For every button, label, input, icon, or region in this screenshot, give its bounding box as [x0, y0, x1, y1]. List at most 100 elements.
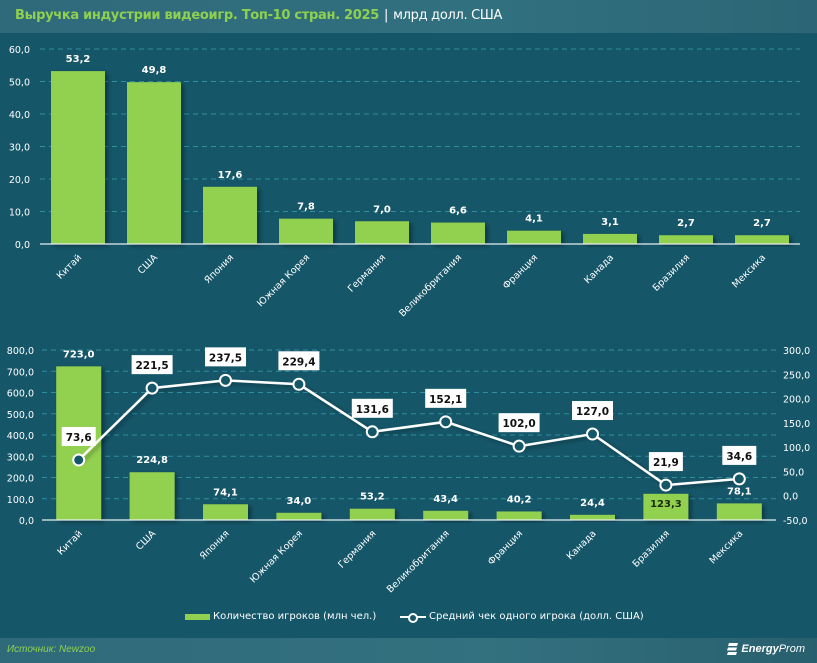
player-bar-4 — [349, 508, 395, 520]
avg-check-data-label: 21,9 — [653, 457, 679, 469]
avg-check-point — [145, 381, 159, 395]
title-unit: млрд долл. США — [393, 8, 503, 23]
avg-check-label-box — [278, 351, 320, 371]
y-tick-label: 10,0 — [9, 208, 30, 219]
y-right-tick-label: 0,0 — [783, 492, 798, 503]
avg-check-point — [659, 478, 673, 492]
avg-check-data-label: 237,5 — [209, 352, 242, 364]
player-data-label: 24,4 — [580, 498, 605, 509]
y-left-tick-label: 300,0 — [7, 452, 34, 463]
y-tick-label: 30,0 — [9, 143, 30, 154]
y-tick-label: 50,0 — [9, 78, 30, 89]
avg-check-data-label: 221,5 — [135, 360, 168, 372]
avg-check-data-label: 152,1 — [429, 394, 462, 406]
data-label: 6,6 — [449, 206, 467, 217]
legend-label-avg-check: Средний чек одного игрока (долл. США) — [429, 611, 644, 622]
x-tick-label: США — [136, 252, 161, 277]
avg-check-label-box — [351, 398, 393, 418]
x-tick-label: Германия — [336, 528, 378, 570]
legend: Количество игроков (млн чел.) Средний че… — [0, 611, 817, 627]
bar-9 — [735, 235, 789, 244]
bar-1 — [127, 82, 181, 245]
x-tick-label: Франция — [501, 252, 540, 291]
avg-check-data-label: 73,6 — [66, 432, 92, 444]
bar-2 — [203, 186, 257, 244]
legend-line-marker-icon — [400, 612, 426, 623]
y-left-tick-label: 600,0 — [7, 389, 34, 400]
y-tick-label: 0,0 — [15, 240, 30, 251]
avg-check-label-box — [425, 388, 467, 408]
y-right-tick-label: 250,0 — [783, 370, 810, 381]
y-right-tick-label: 300,0 — [783, 346, 810, 357]
x-tick-label: Бразилия — [631, 528, 672, 569]
y-tick-label: 20,0 — [9, 175, 30, 186]
player-data-label: 34,0 — [287, 496, 312, 507]
x-tick-label: Китай — [55, 252, 84, 281]
logo-text-bold: Energy — [741, 643, 779, 655]
y-left-tick-label: 500,0 — [7, 410, 34, 421]
avg-check-point — [219, 373, 232, 387]
player-data-label: 53,2 — [360, 492, 385, 503]
avg-check-data-label: 229,4 — [282, 356, 315, 368]
avg-check-label-box — [131, 355, 173, 375]
avg-check-point — [512, 439, 526, 453]
data-label: 49,8 — [142, 65, 167, 76]
players-combo-chart: 0,0 100,0 200,0 300,0 400,0 500,0 600,0 700,0 80… — [7, 346, 810, 595]
player-bar-1 — [129, 472, 175, 520]
avg-check-line — [77, 379, 740, 487]
avg-check-point — [365, 425, 379, 439]
x-tick-label: Япония — [198, 528, 232, 562]
data-label: 4,1 — [525, 214, 543, 225]
y-left-tick-label: 400,0 — [7, 431, 34, 442]
avg-check-point — [439, 415, 453, 429]
y-right-tick-label: -50,0 — [783, 516, 808, 527]
avg-check-point — [292, 377, 306, 391]
player-bar-2 — [203, 504, 248, 520]
avg-check-data-label: 127,0 — [576, 406, 609, 418]
data-label: 7,8 — [297, 202, 315, 213]
source-note: Источник: Newzoo — [7, 644, 96, 655]
x-tick-label: Китай — [56, 528, 85, 557]
player-data-label: 74,1 — [213, 487, 238, 498]
legend-label-players: Количество игроков (млн чел.) — [213, 611, 377, 622]
player-data-label: 224,8 — [136, 455, 168, 466]
x-tick-label: Великобритания — [397, 252, 464, 319]
bar-4 — [355, 221, 409, 244]
player-data-label: 43,4 — [433, 494, 458, 505]
player-data-label: 123,3 — [650, 499, 682, 510]
player-bar-8 — [643, 493, 689, 520]
x-tick-label: Великобритания — [385, 528, 452, 595]
y-left-tick-label: 100,0 — [7, 495, 34, 506]
avg-check-label-box — [205, 347, 246, 367]
legend-item-avg-check: Средний чек одного игрока (долл. США) — [400, 611, 644, 623]
x-tick-label: Франция — [486, 528, 525, 567]
x-tick-label: Южная Корея — [255, 252, 312, 309]
y-left-tick-label: 700,0 — [7, 367, 34, 378]
title-text: Выручка индустрии видеоигр. Топ-10 стран… — [15, 8, 380, 23]
player-data-label: 40,2 — [507, 494, 532, 505]
title-separator: | — [384, 8, 389, 23]
player-bar-9 — [716, 503, 762, 520]
x-tick-label: Германия — [346, 252, 388, 294]
y-left-tick-label: 800,0 — [7, 346, 34, 357]
energyprom-logo-icon — [727, 643, 739, 655]
avg-check-data-label: 131,6 — [356, 404, 389, 416]
bar-8 — [659, 235, 713, 244]
data-label: 17,6 — [218, 170, 243, 181]
y-right-tick-label: 150,0 — [783, 419, 810, 430]
x-tick-label: Мексика — [730, 252, 768, 290]
data-label: 3,1 — [601, 217, 619, 228]
data-label: 2,7 — [753, 218, 771, 229]
avg-check-data-label: 102,0 — [502, 418, 535, 430]
x-tick-label: Канада — [582, 252, 616, 286]
legend-item-players: Количество игроков (млн чел.) — [185, 611, 376, 622]
x-tick-label: Южная Корея — [248, 528, 305, 585]
bar-3 — [279, 218, 333, 244]
y-right-tick-label: 200,0 — [783, 395, 810, 406]
data-label: 2,7 — [677, 218, 695, 229]
x-tick-label: Канада — [565, 528, 599, 562]
data-label: 53,2 — [66, 54, 91, 65]
y-tick-label: 60,0 — [9, 45, 30, 56]
energyprom-logo: EnergyProm — [727, 643, 805, 655]
avg-check-label-box — [722, 445, 757, 465]
